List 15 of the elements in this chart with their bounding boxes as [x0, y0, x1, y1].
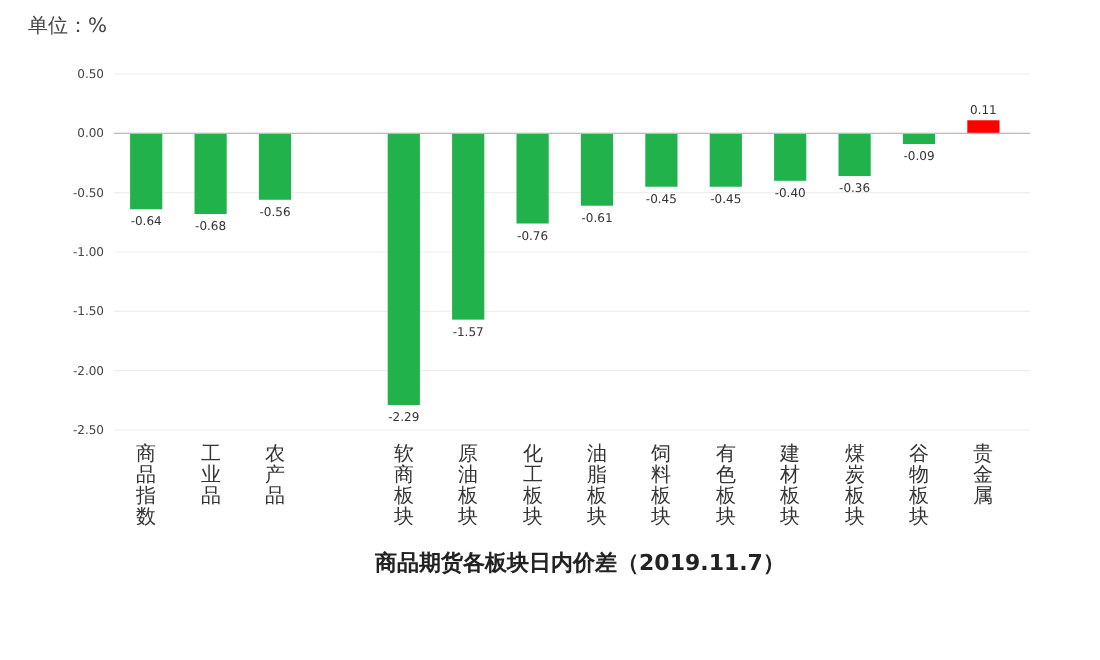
- x-tick-label: 原油板块: [456, 444, 479, 529]
- x-tick-label: 化工板块: [520, 442, 543, 529]
- text: 商品期货各板块日内价差（2019.11.7）: [373, 550, 785, 576]
- x-tick-label: 油脂板块: [585, 442, 607, 529]
- x-tick-label: 饲料板块: [649, 444, 672, 529]
- text: 单位：%: [28, 14, 108, 38]
- x-tick-label: 有色板块: [713, 442, 736, 529]
- x-tick-label: 软商板块: [391, 442, 414, 529]
- x-tick-label: 建材板块: [778, 442, 801, 529]
- x-tick-label: 商品指数: [134, 442, 157, 529]
- x-tick-label: 贵金属: [973, 442, 994, 508]
- x-tick-label: 煤炭板块: [842, 442, 865, 529]
- x-tick-label: 农产品: [265, 444, 285, 508]
- x-tick-label: 工业品: [200, 444, 221, 508]
- x-tick-label: 谷物板块: [907, 442, 929, 529]
